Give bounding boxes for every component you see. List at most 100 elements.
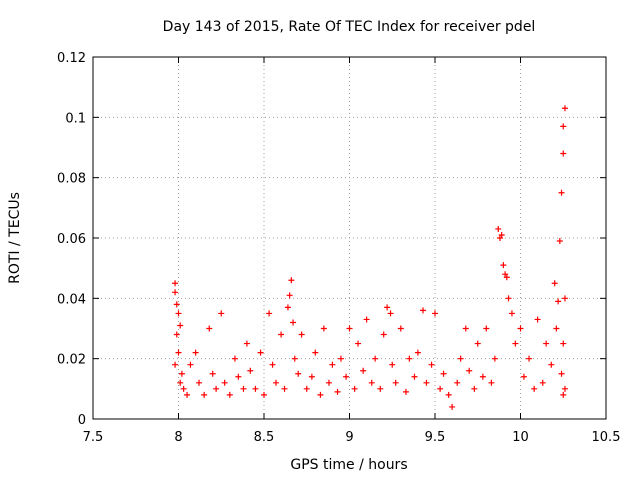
data-point xyxy=(221,379,228,386)
data-point xyxy=(303,385,310,392)
data-point xyxy=(257,349,264,356)
data-point xyxy=(423,379,430,386)
data-point xyxy=(508,310,515,317)
data-point xyxy=(414,349,421,356)
data-point xyxy=(334,388,341,395)
data-point xyxy=(247,367,254,374)
data-point xyxy=(466,367,473,374)
data-points xyxy=(172,105,568,410)
data-point xyxy=(495,225,502,232)
data-point xyxy=(397,325,404,332)
data-point xyxy=(561,385,568,392)
data-point xyxy=(420,307,427,314)
grid-lines xyxy=(93,57,606,419)
data-point xyxy=(502,271,509,278)
data-point xyxy=(312,349,319,356)
data-point xyxy=(560,123,567,130)
data-point xyxy=(346,325,353,332)
data-point xyxy=(343,373,350,380)
data-point xyxy=(290,319,297,326)
x-tick-label: 10.5 xyxy=(592,430,621,445)
data-point xyxy=(471,385,478,392)
data-point xyxy=(218,310,225,317)
data-point xyxy=(320,325,327,332)
data-point xyxy=(474,340,481,347)
data-point xyxy=(284,304,291,311)
axis-ticks: 7.5 8 8.5 9 9.5 10 10.5 0 0.02 0.04 0.06 0.08 0.1 0.1… xyxy=(57,51,620,445)
data-point xyxy=(213,385,220,392)
data-point xyxy=(561,295,568,302)
data-point xyxy=(560,391,567,398)
data-point xyxy=(440,370,447,377)
data-point xyxy=(503,274,510,281)
data-point xyxy=(512,340,519,347)
data-point xyxy=(551,280,558,287)
y-tick-label: 0.08 xyxy=(57,172,86,187)
data-point xyxy=(226,391,233,398)
x-tick-label: 9.5 xyxy=(425,430,446,445)
data-point xyxy=(445,391,452,398)
data-point xyxy=(498,231,505,238)
data-point xyxy=(491,355,498,362)
data-point xyxy=(372,355,379,362)
data-point xyxy=(172,361,179,368)
data-point xyxy=(488,379,495,386)
data-point xyxy=(555,298,562,305)
data-point xyxy=(560,150,567,157)
y-tick-label: 0.04 xyxy=(57,292,86,307)
data-point xyxy=(175,349,182,356)
data-point xyxy=(201,391,208,398)
x-axis-label: GPS time / hours xyxy=(290,457,407,473)
data-point xyxy=(329,361,336,368)
data-point xyxy=(457,355,464,362)
y-tick-label: 0.12 xyxy=(57,51,86,66)
data-point xyxy=(281,385,288,392)
data-point xyxy=(298,331,305,338)
data-point xyxy=(288,277,295,284)
data-point xyxy=(272,379,279,386)
data-point xyxy=(173,331,180,338)
data-point xyxy=(325,379,332,386)
data-point xyxy=(178,370,185,377)
data-point xyxy=(269,361,276,368)
data-point xyxy=(187,361,194,368)
data-point xyxy=(308,373,315,380)
y-tick-label: 0.02 xyxy=(57,353,86,368)
x-tick-label: 8 xyxy=(174,430,182,445)
data-point xyxy=(548,361,555,368)
data-point xyxy=(172,280,179,287)
data-point xyxy=(172,289,179,296)
data-point xyxy=(531,385,538,392)
data-point xyxy=(553,325,560,332)
data-point xyxy=(558,370,565,377)
data-point xyxy=(196,379,203,386)
data-point xyxy=(380,331,387,338)
data-point xyxy=(286,292,293,299)
data-point xyxy=(428,361,435,368)
data-point xyxy=(243,340,250,347)
data-point xyxy=(437,385,444,392)
data-point xyxy=(449,403,456,410)
data-point xyxy=(389,361,396,368)
y-axis-label: ROTI / TECUs xyxy=(7,192,23,284)
data-point xyxy=(266,310,273,317)
data-point xyxy=(231,355,238,362)
data-point xyxy=(505,295,512,302)
data-point xyxy=(337,355,344,362)
data-point xyxy=(368,379,375,386)
data-point xyxy=(517,325,524,332)
data-point xyxy=(483,325,490,332)
data-point xyxy=(496,235,503,241)
x-tick-label: 10 xyxy=(512,430,529,445)
data-point xyxy=(278,331,285,338)
data-point xyxy=(556,238,563,245)
data-point xyxy=(377,385,384,392)
plot-frame xyxy=(92,56,607,420)
y-tick-label: 0 xyxy=(78,413,86,428)
data-point xyxy=(291,355,298,362)
data-point xyxy=(402,388,409,395)
data-point xyxy=(209,370,216,377)
data-point xyxy=(500,262,507,269)
data-point xyxy=(360,367,367,374)
